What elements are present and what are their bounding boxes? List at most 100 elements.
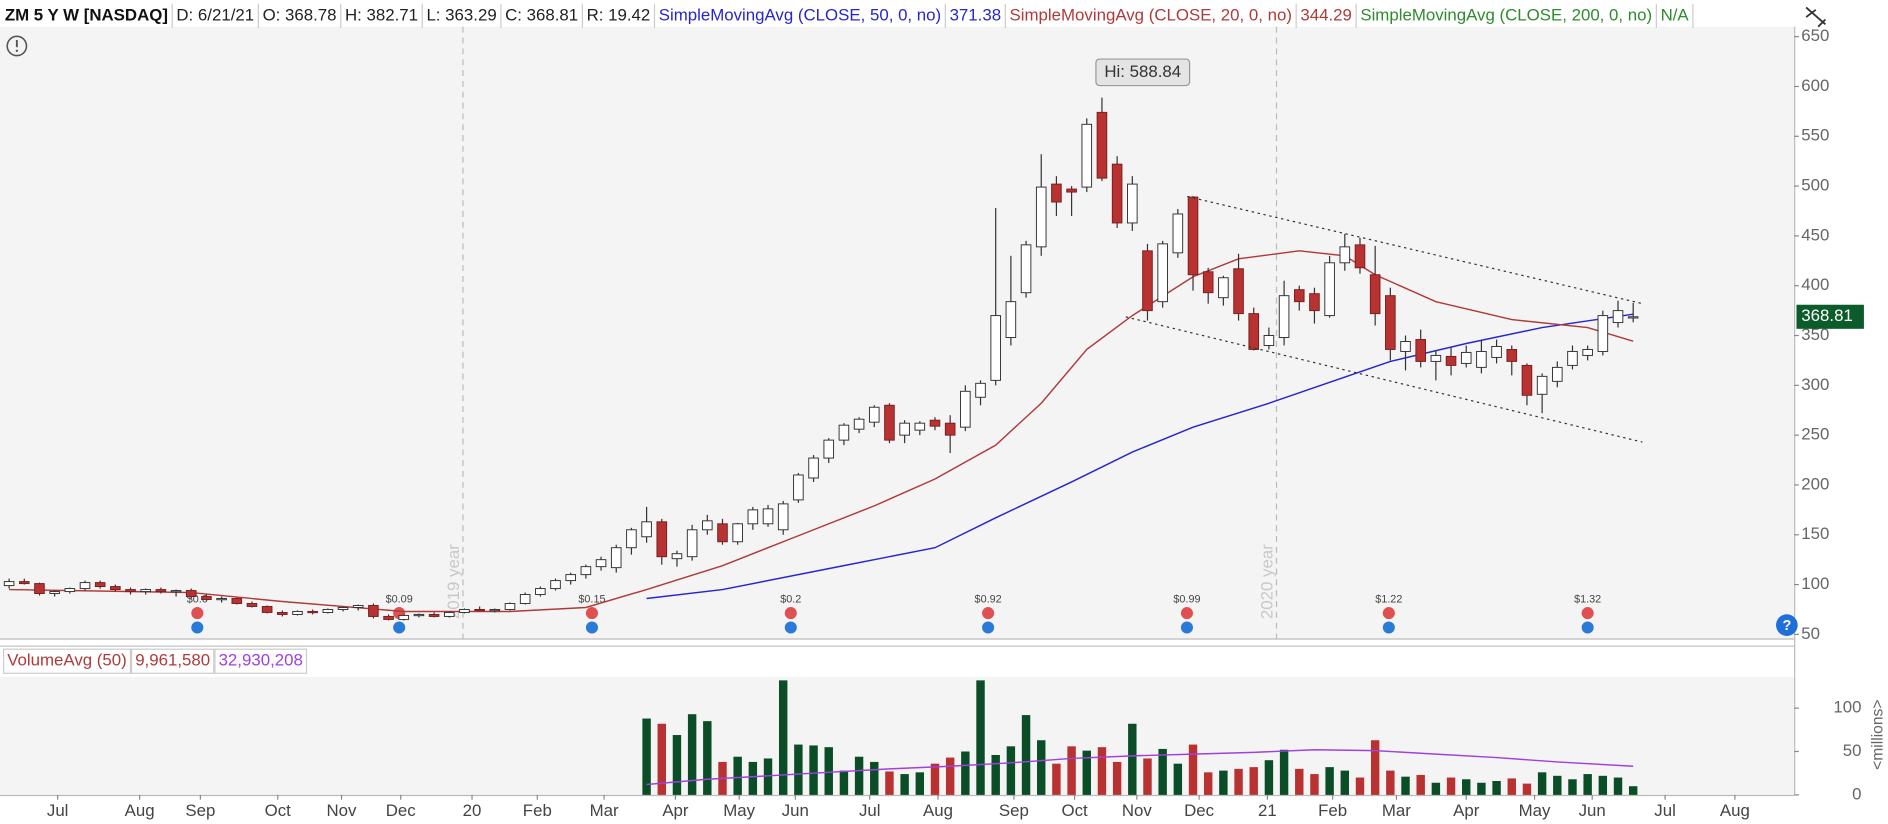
volume-bar <box>1477 782 1486 795</box>
volume-bar <box>1158 748 1167 795</box>
candle-body <box>914 422 926 431</box>
candle-body <box>18 581 30 585</box>
candle-body <box>595 559 607 568</box>
volume-bar <box>1628 786 1638 795</box>
year-label: 2019 year <box>444 544 463 619</box>
y-tick-label: 500 <box>1801 176 1829 195</box>
x-tick-label: Oct <box>265 801 292 820</box>
candle-body <box>1415 339 1426 362</box>
candle-body <box>656 521 668 558</box>
candle-body <box>185 590 197 598</box>
candle-body <box>1248 313 1260 350</box>
volume-bar <box>657 723 666 795</box>
volume-bar <box>1249 767 1258 795</box>
settings-icon[interactable] <box>1805 6 1827 28</box>
moving-average <box>646 313 1634 600</box>
candle-body <box>277 611 288 615</box>
x-tick-label: Apr <box>1453 801 1480 820</box>
alert-icon[interactable] <box>6 35 28 57</box>
candle-body <box>1142 250 1153 312</box>
header-item: D: 6/21/21 <box>176 5 254 24</box>
y-tick-label: 50 <box>1843 741 1862 760</box>
earnings-icon <box>585 607 598 620</box>
candle-body <box>702 520 713 531</box>
candle-body <box>64 588 76 593</box>
volume-bar <box>1188 744 1198 795</box>
last-price-label: 368.81 <box>1801 306 1853 325</box>
dividend-icon <box>585 621 598 634</box>
candle-body <box>747 509 759 525</box>
event-label: $0.15 <box>578 594 605 606</box>
volume-bar <box>1401 776 1410 795</box>
candle-body <box>428 613 440 617</box>
volume-bar <box>1568 779 1577 795</box>
candle-body <box>1339 246 1351 264</box>
candle-body <box>216 598 227 601</box>
candle-body <box>1627 316 1639 319</box>
candle-body <box>565 574 577 582</box>
candle-body <box>322 608 334 613</box>
event-label: $0.99 <box>1173 594 1200 606</box>
channel-line <box>1125 316 1643 443</box>
candle-body <box>474 608 485 612</box>
header-box <box>3 648 131 674</box>
x-tick-label: 21 <box>1258 801 1277 820</box>
candle-body <box>944 422 956 436</box>
candle-body <box>1127 183 1138 224</box>
header-item: VolumeAvg (50) <box>7 651 127 670</box>
volume-bar <box>687 714 697 795</box>
volume-bar <box>1203 772 1213 795</box>
candle-body <box>1521 364 1533 396</box>
candle-body <box>1491 345 1502 358</box>
header-item: SimpleMovingAvg (CLOSE, 20, 0, no) <box>1010 5 1292 24</box>
volume-bar <box>1537 772 1547 795</box>
volume-bar <box>1355 777 1365 795</box>
volume-bar <box>1507 778 1516 795</box>
volume-bar <box>733 756 742 795</box>
candle-body <box>79 582 91 590</box>
x-tick-label: Nov <box>1122 801 1153 820</box>
x-tick-label: Feb <box>523 801 552 820</box>
candle-body <box>550 580 561 590</box>
volume-bar <box>1219 770 1228 795</box>
volume-bar <box>885 771 894 795</box>
volume-bar <box>642 718 651 795</box>
header-item: N/A <box>1661 5 1690 24</box>
candle-body <box>686 529 698 558</box>
x-tick-label: Nov <box>327 801 358 820</box>
candle-body <box>1111 163 1123 224</box>
candle-body <box>398 614 410 620</box>
candle-body <box>1035 186 1047 248</box>
x-tick-label: Jul <box>47 801 69 820</box>
volume-bar <box>1264 760 1274 795</box>
x-tick-label: Oct <box>1062 801 1089 820</box>
header-item: L: 363.29 <box>426 5 496 24</box>
candle-body <box>125 589 136 593</box>
event-label: $1.32 <box>1574 594 1601 606</box>
volume-bar <box>1021 715 1031 795</box>
candle-body <box>1187 196 1199 276</box>
candle-body <box>368 605 379 617</box>
candle-body <box>1096 111 1108 179</box>
help-icon[interactable]: ? <box>1776 614 1798 636</box>
volume-bar <box>961 751 970 795</box>
volume-bar <box>1553 775 1562 795</box>
volume-bar <box>1598 775 1608 795</box>
header-item: 344.29 <box>1300 5 1352 24</box>
candle-body <box>1400 341 1411 352</box>
y-axis-label: <millions> <box>1870 699 1887 769</box>
volume-bar <box>1386 770 1395 795</box>
x-tick-label: Apr <box>662 801 689 820</box>
candle-body <box>838 424 850 441</box>
volume-bar <box>1112 761 1122 795</box>
header-item: ZM 5 Y W [NASDAQ] <box>5 5 168 24</box>
header-box <box>130 648 215 674</box>
candle-body <box>853 418 865 430</box>
candle-body <box>1051 183 1062 203</box>
volume-bar <box>809 745 818 795</box>
volume-bar <box>854 756 864 795</box>
y-tick-label: 150 <box>1801 524 1829 543</box>
x-tick-label: 20 <box>463 801 482 820</box>
y-tick-label: 0 <box>1852 784 1861 803</box>
